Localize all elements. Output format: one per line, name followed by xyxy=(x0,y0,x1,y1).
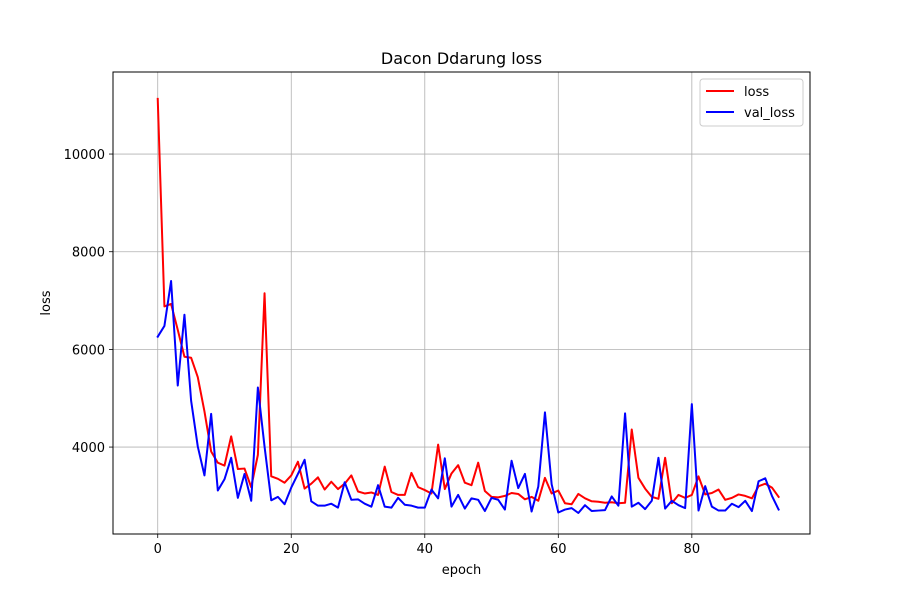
x-tick-label: 20 xyxy=(283,542,300,557)
axis-ticks: 0 20 40 60 80 4000 6000 8000 10000 xyxy=(64,148,700,557)
plot-frame xyxy=(112,71,811,535)
x-tick-label: 60 xyxy=(550,542,567,557)
x-axis-label: epoch xyxy=(442,563,482,578)
chart-title: Dacon Ddarung loss xyxy=(381,49,542,68)
legend: loss val_loss xyxy=(699,78,804,127)
x-tick-label: 0 xyxy=(154,542,162,557)
x-tick-label: 40 xyxy=(417,542,434,557)
y-axis-label: loss xyxy=(39,290,54,315)
series-line-loss xyxy=(156,97,781,506)
y-tick-label: 8000 xyxy=(72,246,105,261)
series-lines xyxy=(156,97,781,514)
series-line-val-loss xyxy=(156,280,780,514)
plot-area xyxy=(113,72,810,534)
x-tick-label: 80 xyxy=(684,542,701,557)
legend-label-val-loss: val_loss xyxy=(744,106,795,121)
y-tick-label: 4000 xyxy=(72,441,105,456)
legend-label-loss: loss xyxy=(744,85,769,100)
y-tick-label: 6000 xyxy=(72,343,105,358)
y-tick-label: 10000 xyxy=(64,148,105,163)
